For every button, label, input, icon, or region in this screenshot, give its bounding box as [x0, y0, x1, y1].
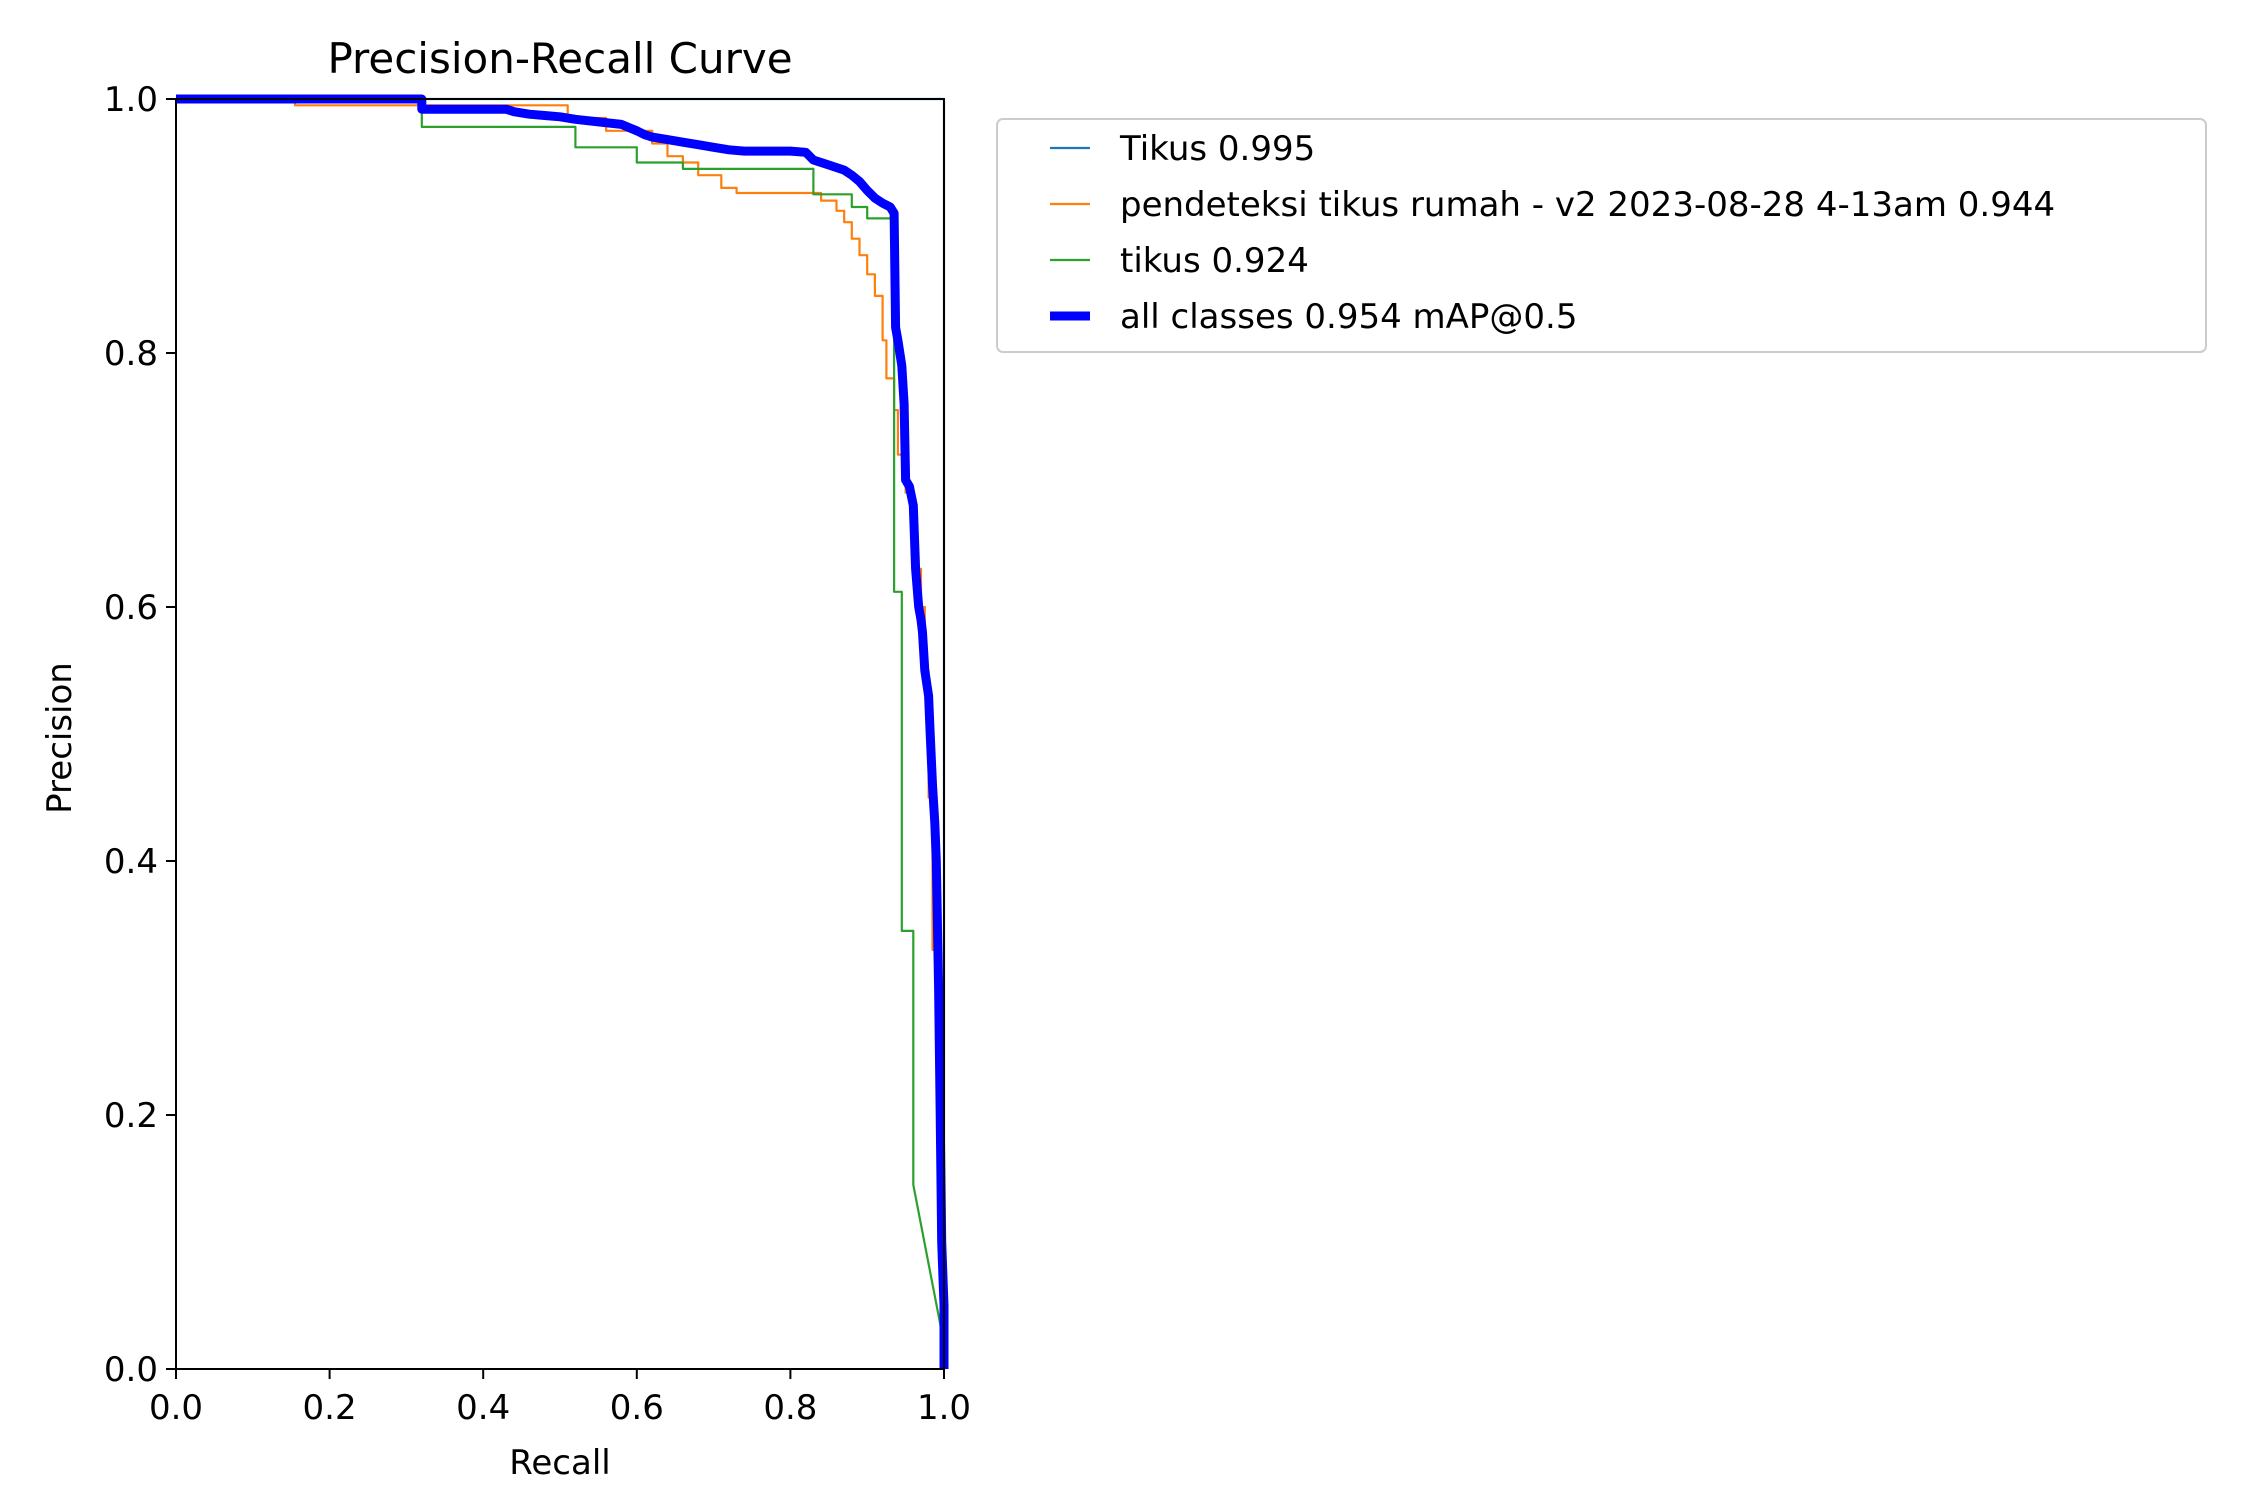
series-line-2 [176, 97, 946, 1344]
x-axis-ticks: 0.0 0.2 0.4 0.6 0.8 1.0 [149, 1369, 971, 1428]
y-tick-label: 0.0 [104, 1350, 158, 1390]
plot-background [176, 99, 944, 1369]
x-axis-label: Recall [509, 1443, 610, 1483]
chart-title: Precision-Recall Curve [327, 34, 792, 83]
y-axis-ticks: 0.0 0.2 0.4 0.6 0.8 1.0 [104, 80, 176, 1390]
legend-label-2: tikus 0.924 [1120, 241, 1309, 281]
plot-frame [175, 98, 945, 1370]
series-line-3 [176, 94, 949, 1369]
x-tick-label: 0.4 [456, 1388, 510, 1428]
plot-area [175, 94, 949, 1370]
legend-box [996, 118, 2207, 353]
legend: Tikus 0.995 pendeteksi tikus rumah - v2 2… [996, 118, 2207, 353]
legend-label-1: pendeteksi tikus rumah - v2 2023-08-28 4… [1120, 185, 2055, 225]
y-tick-label: 1.0 [104, 80, 158, 120]
legend-label-3: all classes 0.954 mAP@0.5 [1120, 297, 1577, 337]
legend-label-0: Tikus 0.995 [1119, 129, 1315, 169]
y-tick-label: 0.6 [104, 588, 158, 628]
x-tick-label: 0.8 [763, 1388, 817, 1428]
x-tick-label: 0.6 [610, 1388, 664, 1428]
y-axis-label: Precision [40, 662, 80, 814]
y-tick-label: 0.8 [104, 334, 158, 374]
y-tick-label: 0.2 [104, 1096, 158, 1136]
x-tick-label: 0.2 [303, 1388, 357, 1428]
x-tick-label: 1.0 [917, 1388, 971, 1428]
y-tick-label: 0.4 [104, 842, 158, 882]
x-tick-label: 0.0 [149, 1388, 203, 1428]
